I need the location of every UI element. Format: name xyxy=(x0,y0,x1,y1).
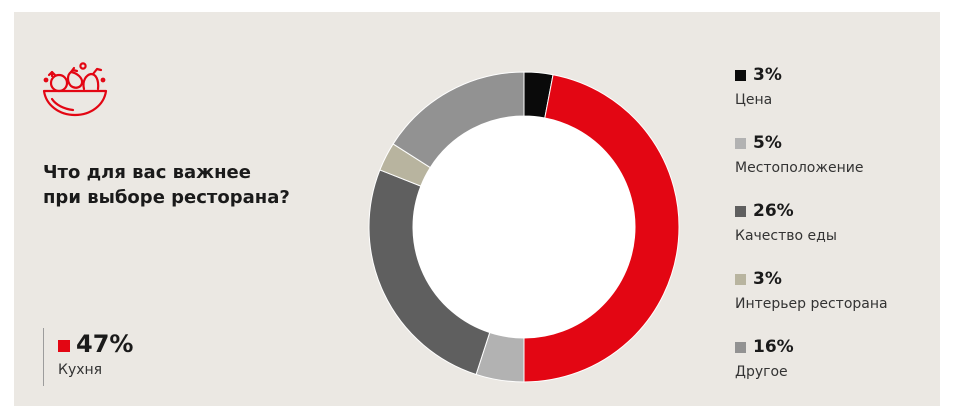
donut-chart xyxy=(368,71,680,383)
legend-item: 5% Местоположение xyxy=(735,132,863,176)
legend-label: Цена xyxy=(735,92,773,108)
legend-swatch xyxy=(735,205,746,217)
callout-swatch xyxy=(58,340,70,352)
legend-swatch xyxy=(735,273,746,285)
callout-label: Кухня xyxy=(58,362,103,378)
legend-label: Местоположение xyxy=(735,160,864,176)
donut-hole xyxy=(413,116,635,338)
legend-label: Качество еды xyxy=(735,228,837,244)
legend-label: Интерьер ресторана xyxy=(735,296,888,312)
question-line-1: Что для вас важнее xyxy=(43,162,251,183)
question-line-2: при выборе ресторана? xyxy=(43,187,290,208)
legend-value: 5% xyxy=(753,133,782,153)
highlight-callout: 47% Кухня xyxy=(43,328,133,386)
fruit-bowl-icon xyxy=(42,62,108,117)
legend-label: Другое xyxy=(735,364,788,380)
legend-item: 26% Качество еды xyxy=(735,200,837,244)
legend-item: 16% Другое xyxy=(735,336,794,380)
legend-item: 3% Интерьер ресторана xyxy=(735,268,888,312)
legend-swatch xyxy=(735,69,746,81)
chart-card: Что для вас важнее при выборе ресторана?… xyxy=(14,12,940,406)
legend-value: 3% xyxy=(753,269,782,289)
legend-swatch xyxy=(735,137,746,149)
legend-value: 16% xyxy=(753,337,794,357)
legend-value: 26% xyxy=(753,201,794,221)
legend-item: 3% Цена xyxy=(735,64,782,108)
legend-value: 3% xyxy=(753,65,782,85)
legend-swatch xyxy=(735,341,746,353)
chart-question: Что для вас важнее при выборе ресторана? xyxy=(43,160,343,210)
callout-value: 47% xyxy=(76,330,134,358)
